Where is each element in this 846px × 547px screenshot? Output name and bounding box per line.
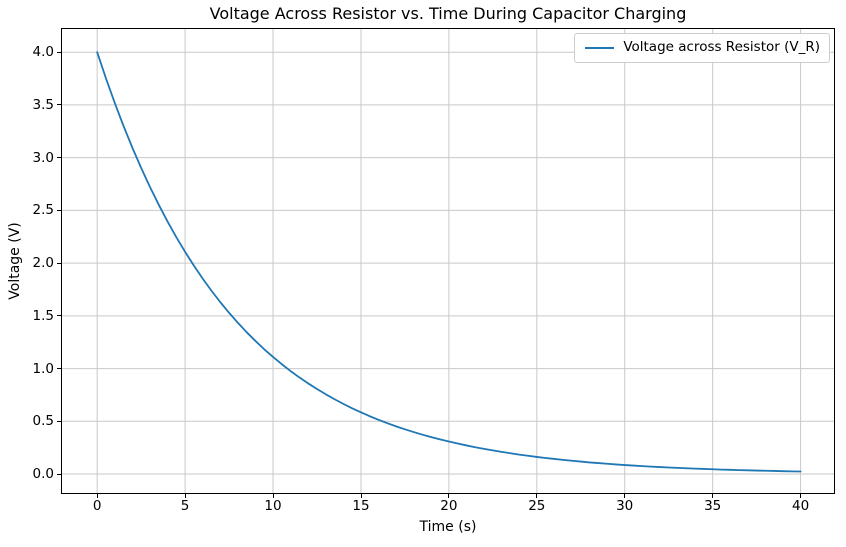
x-tick-mark — [624, 494, 626, 498]
x-tick-label: 35 — [704, 498, 722, 514]
plot-area: Voltage across Resistor (V_R) — [61, 28, 835, 494]
legend-line-sample — [585, 46, 615, 49]
y-tick-label: 0.5 — [32, 413, 54, 430]
x-tick-label: 30 — [616, 498, 634, 514]
y-tick-label: 3.5 — [32, 96, 54, 113]
y-tick-label: 1.5 — [32, 307, 54, 324]
plot-canvas — [62, 29, 834, 493]
y-tick-mark — [57, 104, 61, 106]
legend: Voltage across Resistor (V_R) — [574, 33, 830, 63]
y-tick-label: 3.0 — [32, 149, 54, 166]
x-tick-mark — [360, 494, 362, 498]
x-tick-label: 10 — [264, 498, 282, 514]
x-tick-label: 15 — [352, 498, 370, 514]
x-tick-label: 20 — [440, 498, 458, 514]
y-tick-mark — [57, 473, 61, 475]
x-tick-label: 5 — [180, 498, 190, 514]
x-tick-mark — [712, 494, 714, 498]
x-axis-label: Time (s) — [419, 519, 477, 535]
y-tick-label: 2.0 — [32, 255, 54, 272]
y-tick-label: 2.5 — [32, 202, 54, 219]
y-tick-mark — [57, 51, 61, 53]
y-tick-mark — [57, 157, 61, 159]
x-tick-mark — [448, 494, 450, 498]
x-tick-label: 40 — [792, 498, 810, 514]
y-tick-label: 4.0 — [32, 44, 54, 61]
x-tick-label: 25 — [528, 498, 546, 514]
y-tick-mark — [57, 368, 61, 370]
x-tick-label: 0 — [92, 498, 102, 514]
y-tick-label: 0.0 — [32, 466, 54, 482]
y-tick-mark — [57, 420, 61, 422]
x-tick-mark — [272, 494, 274, 498]
y-tick-mark — [57, 262, 61, 264]
chart-title: Voltage Across Resistor vs. Time During … — [209, 4, 687, 23]
series-line-0 — [96, 51, 802, 473]
x-tick-mark — [800, 494, 802, 498]
x-tick-mark — [96, 494, 98, 498]
legend-label: Voltage across Resistor (V_R) — [623, 39, 820, 55]
y-tick-mark — [57, 209, 61, 211]
x-tick-mark — [536, 494, 538, 498]
x-tick-mark — [184, 494, 186, 498]
y-tick-mark — [57, 315, 61, 317]
y-tick-label: 1.0 — [32, 360, 54, 377]
